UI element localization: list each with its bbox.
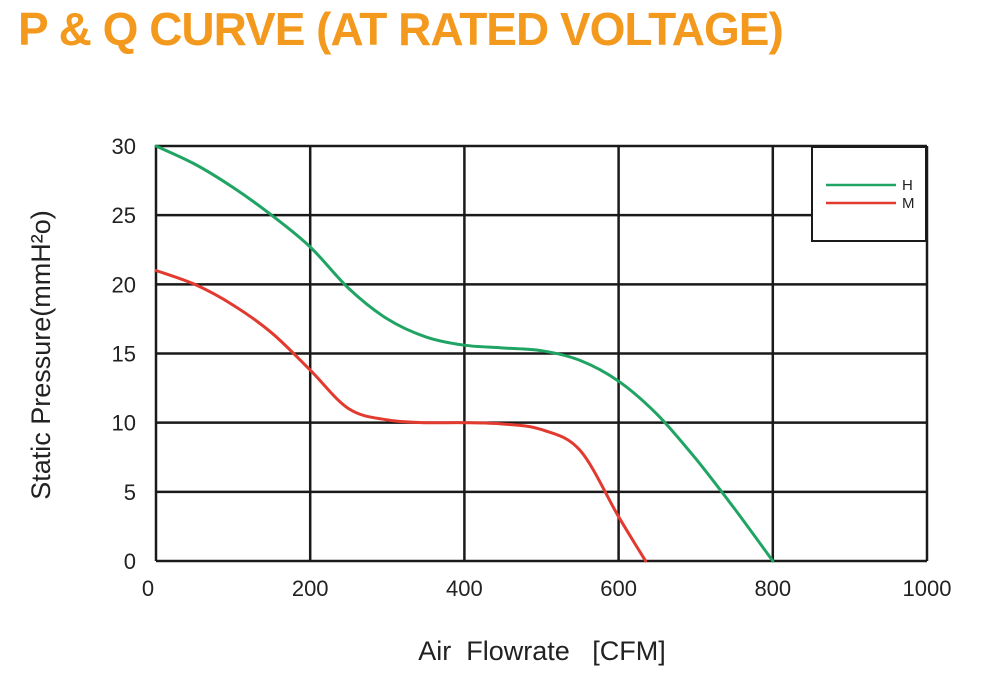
legend-box bbox=[811, 146, 927, 242]
x-tick-label: 400 bbox=[446, 576, 483, 601]
x-tick-label: 200 bbox=[292, 576, 329, 601]
y-tick-label: 15 bbox=[112, 342, 136, 367]
y-tick-label: 10 bbox=[112, 411, 136, 436]
grid bbox=[154, 144, 929, 563]
series-line-m bbox=[154, 269, 648, 563]
x-tick-label: 800 bbox=[754, 576, 791, 601]
legend-label-h: H bbox=[902, 177, 913, 194]
y-tick-label: 25 bbox=[112, 203, 136, 228]
x-tick-label: 0 bbox=[142, 576, 154, 601]
y-axis-ticks: 0 5 10 15 20 25 30 bbox=[112, 134, 136, 574]
chart-title: P & Q CURVE (AT RATED VOLTAGE) bbox=[18, 3, 784, 55]
y-tick-label: 30 bbox=[112, 134, 136, 159]
x-axis-label: Air Flowrate [CFM] bbox=[418, 636, 666, 666]
y-tick-label: 20 bbox=[112, 272, 136, 297]
legend-label-m: M bbox=[902, 195, 915, 212]
y-tick-label: 0 bbox=[124, 549, 136, 574]
x-tick-label: 600 bbox=[600, 576, 637, 601]
y-axis-label: Static Pressure(mmH²o) bbox=[26, 210, 56, 500]
series-lines bbox=[154, 144, 775, 563]
series-line-h bbox=[154, 144, 775, 563]
x-axis-ticks: 0 200 400 600 800 1000 bbox=[142, 576, 952, 601]
y-tick-label: 5 bbox=[124, 480, 136, 505]
x-tick-label: 1000 bbox=[903, 576, 952, 601]
legend: HM bbox=[811, 146, 927, 242]
